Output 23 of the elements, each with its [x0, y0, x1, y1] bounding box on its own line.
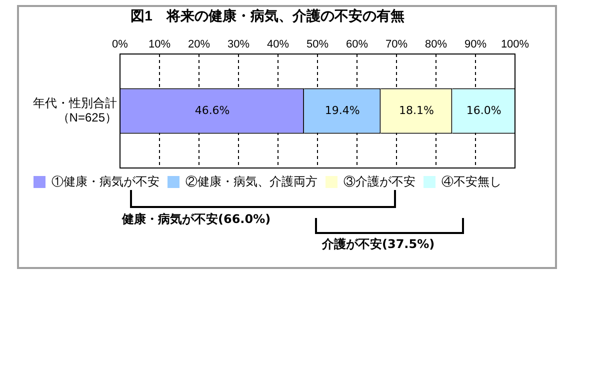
x-tick-label: 70% — [385, 38, 408, 50]
legend-label: ③介護が不安 — [344, 174, 416, 188]
x-tick-label: 100% — [500, 38, 530, 50]
chart-title: 図1 将来の健康・病気、介護の不安の有無 — [130, 7, 404, 24]
legend-label: ④不安無し — [442, 174, 502, 188]
x-tick-label: 30% — [227, 38, 250, 50]
x-tick-label: 10% — [148, 38, 171, 50]
data-label: 19.4% — [324, 104, 360, 117]
data-label: 16.0% — [466, 104, 502, 117]
x-tick-label: 20% — [188, 38, 210, 50]
x-tick-label: 40% — [266, 38, 290, 50]
legend-label: ②健康・病気、介護両方 — [186, 174, 318, 188]
y-tick-label: 年代・性別合計（N=625） — [33, 96, 117, 125]
x-tick-label: 0% — [112, 38, 128, 50]
text: 介護が不安(37.5%) — [322, 236, 435, 253]
legend-label: ①健康・病気が不安 — [52, 174, 160, 188]
data-label: 18.1% — [398, 104, 434, 117]
x-tick-label: 90% — [464, 38, 487, 50]
data-label: 46.6% — [194, 104, 230, 117]
x-tick-label: 50% — [306, 38, 329, 50]
x-tick-label: 80% — [424, 38, 448, 50]
text: 健康・病気が不安(66.0%) — [122, 211, 271, 228]
x-tick-label: 60% — [346, 38, 368, 50]
